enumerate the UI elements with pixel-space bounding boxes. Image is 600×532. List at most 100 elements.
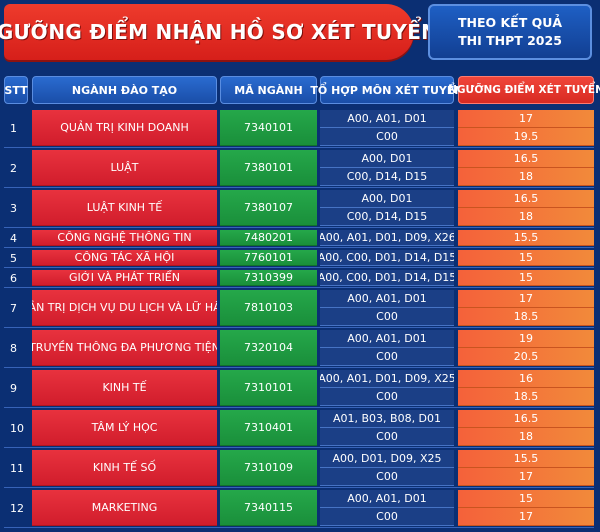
major-code: 7810103 <box>220 290 317 326</box>
subject-combinations: A00, D01, D09, X25 C00 <box>320 450 454 486</box>
threshold-score: 15.5 <box>458 230 594 246</box>
major-code: 7310399 <box>220 270 317 286</box>
row-number: 7 <box>10 301 17 315</box>
row-number: 12 <box>10 501 24 515</box>
subject-combinations: A01, B03, B08, D01 C00 <box>320 410 454 446</box>
column-header-threshold: NGƯỠNG ĐIỂM XÉT TUYỂN <box>448 76 600 104</box>
table-row: 12 MARKETING 7340115 A00, A01, D01 C00 15 17 <box>0 490 600 528</box>
threshold-score: 16.5 <box>458 190 594 208</box>
subject-combination: A01, B03, B08, D01 <box>320 410 454 428</box>
badge-line-2: THI THPT 2025 <box>458 33 562 48</box>
subject-combination: C00, D14, D15 <box>320 208 454 226</box>
threshold-score: 15.5 <box>458 450 594 468</box>
table-row: 9 KINH TẾ 7310101 A00, A01, D01, D09, X25 C0… <box>0 370 600 408</box>
subject-combination: C00 <box>320 348 454 366</box>
subject-combinations: A00, D01 C00, D14, D15 <box>320 190 454 226</box>
subject-combination: A00, A01, D01 <box>320 490 454 508</box>
threshold-score: 17 <box>458 110 594 128</box>
threshold-scores: 19 20.5 <box>458 330 594 366</box>
row-divider <box>4 447 594 448</box>
table-row: 5 CÔNG TÁC XÃ HỘI 7760101 A00, C00, D01, D1… <box>0 250 600 268</box>
threshold-score: 19.5 <box>458 128 594 146</box>
threshold-score: 18 <box>458 428 594 446</box>
row-divider <box>4 287 594 288</box>
threshold-score: 16.5 <box>458 410 594 428</box>
table-row: 7 QUẢN TRỊ DỊCH VỤ DU LỊCH VÀ LỮ HÀNH7810… <box>0 290 600 328</box>
column-header-stt: STT <box>4 76 28 104</box>
major-code: 7380107 <box>220 190 317 226</box>
subject-combination: C00 <box>320 308 454 326</box>
row-divider <box>4 527 594 528</box>
subject-combinations: A00, A01, D01 C00 <box>320 290 454 326</box>
threshold-scores: 15.5 17 <box>458 450 594 486</box>
major-name: QUẢN TRỊ DỊCH VỤ DU LỊCH VÀ LỮ HÀNH <box>32 290 217 326</box>
subject-combinations: A00, A01, D01, D09, X25 C00 <box>320 370 454 406</box>
row-number: 6 <box>10 271 17 285</box>
exam-badge: THEO KẾT QUẢ THI THPT 2025 <box>428 4 592 60</box>
threshold-score: 18.5 <box>458 308 594 326</box>
subject-combination: A00, A01, D01 <box>320 110 454 128</box>
subject-combination: A00, D01 <box>320 190 454 208</box>
major-code: 7310101 <box>220 370 317 406</box>
major-code: 7310401 <box>220 410 317 446</box>
row-divider <box>4 327 594 328</box>
row-divider <box>4 267 594 268</box>
major-name: TRUYỀN THÔNG ĐA PHƯƠNG TIỆN <box>32 330 217 366</box>
threshold-scores: 17 19.5 <box>458 110 594 146</box>
major-name: GIỚI VÀ PHÁT TRIỂN <box>32 270 217 286</box>
column-header-major: NGÀNH ĐÀO TẠO <box>32 76 217 104</box>
table-row: 2 LUẬT 7380101 A00, D01 C00, D14, D15 16.5 18 <box>0 150 600 188</box>
subject-combination: C00 <box>320 128 454 146</box>
threshold-score: 16 <box>458 370 594 388</box>
threshold-score: 15 <box>458 490 594 508</box>
threshold-score: 18 <box>458 168 594 186</box>
major-name: KINH TẾ SỐ <box>32 450 217 486</box>
subject-combination: A00, A01, D01, D09, X26 <box>320 230 454 246</box>
subject-combination: A00, D01 <box>320 150 454 168</box>
subject-combination: C00 <box>320 508 454 526</box>
row-divider <box>4 487 594 488</box>
threshold-score: 17 <box>458 468 594 486</box>
table-row: 10 TÂM LÝ HỌC 7310401 A01, B03, B08, D01 C00… <box>0 410 600 448</box>
subject-combination: A00, A01, D01, D09, X25 <box>320 370 454 388</box>
row-divider <box>4 407 594 408</box>
row-divider <box>4 187 594 188</box>
row-number: 8 <box>10 341 17 355</box>
subject-combination: A00, A01, D01 <box>320 290 454 308</box>
threshold-scores: 15 17 <box>458 490 594 526</box>
threshold-score: 19 <box>458 330 594 348</box>
threshold-score: 18.5 <box>458 388 594 406</box>
subject-combinations: A00, A01, D01, D09, X26 <box>320 230 454 246</box>
subject-combination: A00, D01, D09, X25 <box>320 450 454 468</box>
table-row: 4 CÔNG NGHỆ THÔNG TIN 7480201 A00, A01, D01… <box>0 230 600 248</box>
row-divider <box>4 227 594 228</box>
row-number: 5 <box>10 251 17 265</box>
threshold-score: 20.5 <box>458 348 594 366</box>
subject-combination: C00, D14, D15 <box>320 168 454 186</box>
subject-combinations: A00, C00, D01, D14, D15 <box>320 270 454 286</box>
row-number: 11 <box>10 461 24 475</box>
row-divider <box>4 147 594 148</box>
major-name: CÔNG TÁC XÃ HỘI <box>32 250 217 266</box>
page-title-banner: NGƯỠNG ĐIỂM NHẬN HỒ SƠ XÉT TUYỂN <box>0 4 438 60</box>
threshold-score: 15 <box>458 250 594 266</box>
column-header-subjects: TỔ HỢP MÔN XÉT TUYỂN <box>310 76 464 104</box>
table-row: 3 LUẬT KINH TẾ 7380107 A00, D01 C00, D14, D1… <box>0 190 600 228</box>
subject-combination: A00, C00, D01, D14, D15 <box>320 250 454 266</box>
major-code: 7340101 <box>220 110 317 146</box>
major-code: 7340115 <box>220 490 317 526</box>
threshold-score: 15 <box>458 270 594 286</box>
threshold-score: 16.5 <box>458 150 594 168</box>
threshold-score: 17 <box>458 290 594 308</box>
row-number: 9 <box>10 381 17 395</box>
major-name: CÔNG NGHỆ THÔNG TIN <box>32 230 217 246</box>
row-number: 4 <box>10 231 17 245</box>
threshold-scores: 16.5 18 <box>458 190 594 226</box>
table-row: 6 GIỚI VÀ PHÁT TRIỂN 7310399 A00, C00, D01,… <box>0 270 600 288</box>
subject-combination: C00 <box>320 468 454 486</box>
threshold-scores: 16 18.5 <box>458 370 594 406</box>
major-code: 7320104 <box>220 330 317 366</box>
threshold-scores: 16.5 18 <box>458 410 594 446</box>
page-title: NGƯỠNG ĐIỂM NHẬN HỒ SƠ XÉT TUYỂN <box>0 20 439 44</box>
row-number: 2 <box>10 161 17 175</box>
